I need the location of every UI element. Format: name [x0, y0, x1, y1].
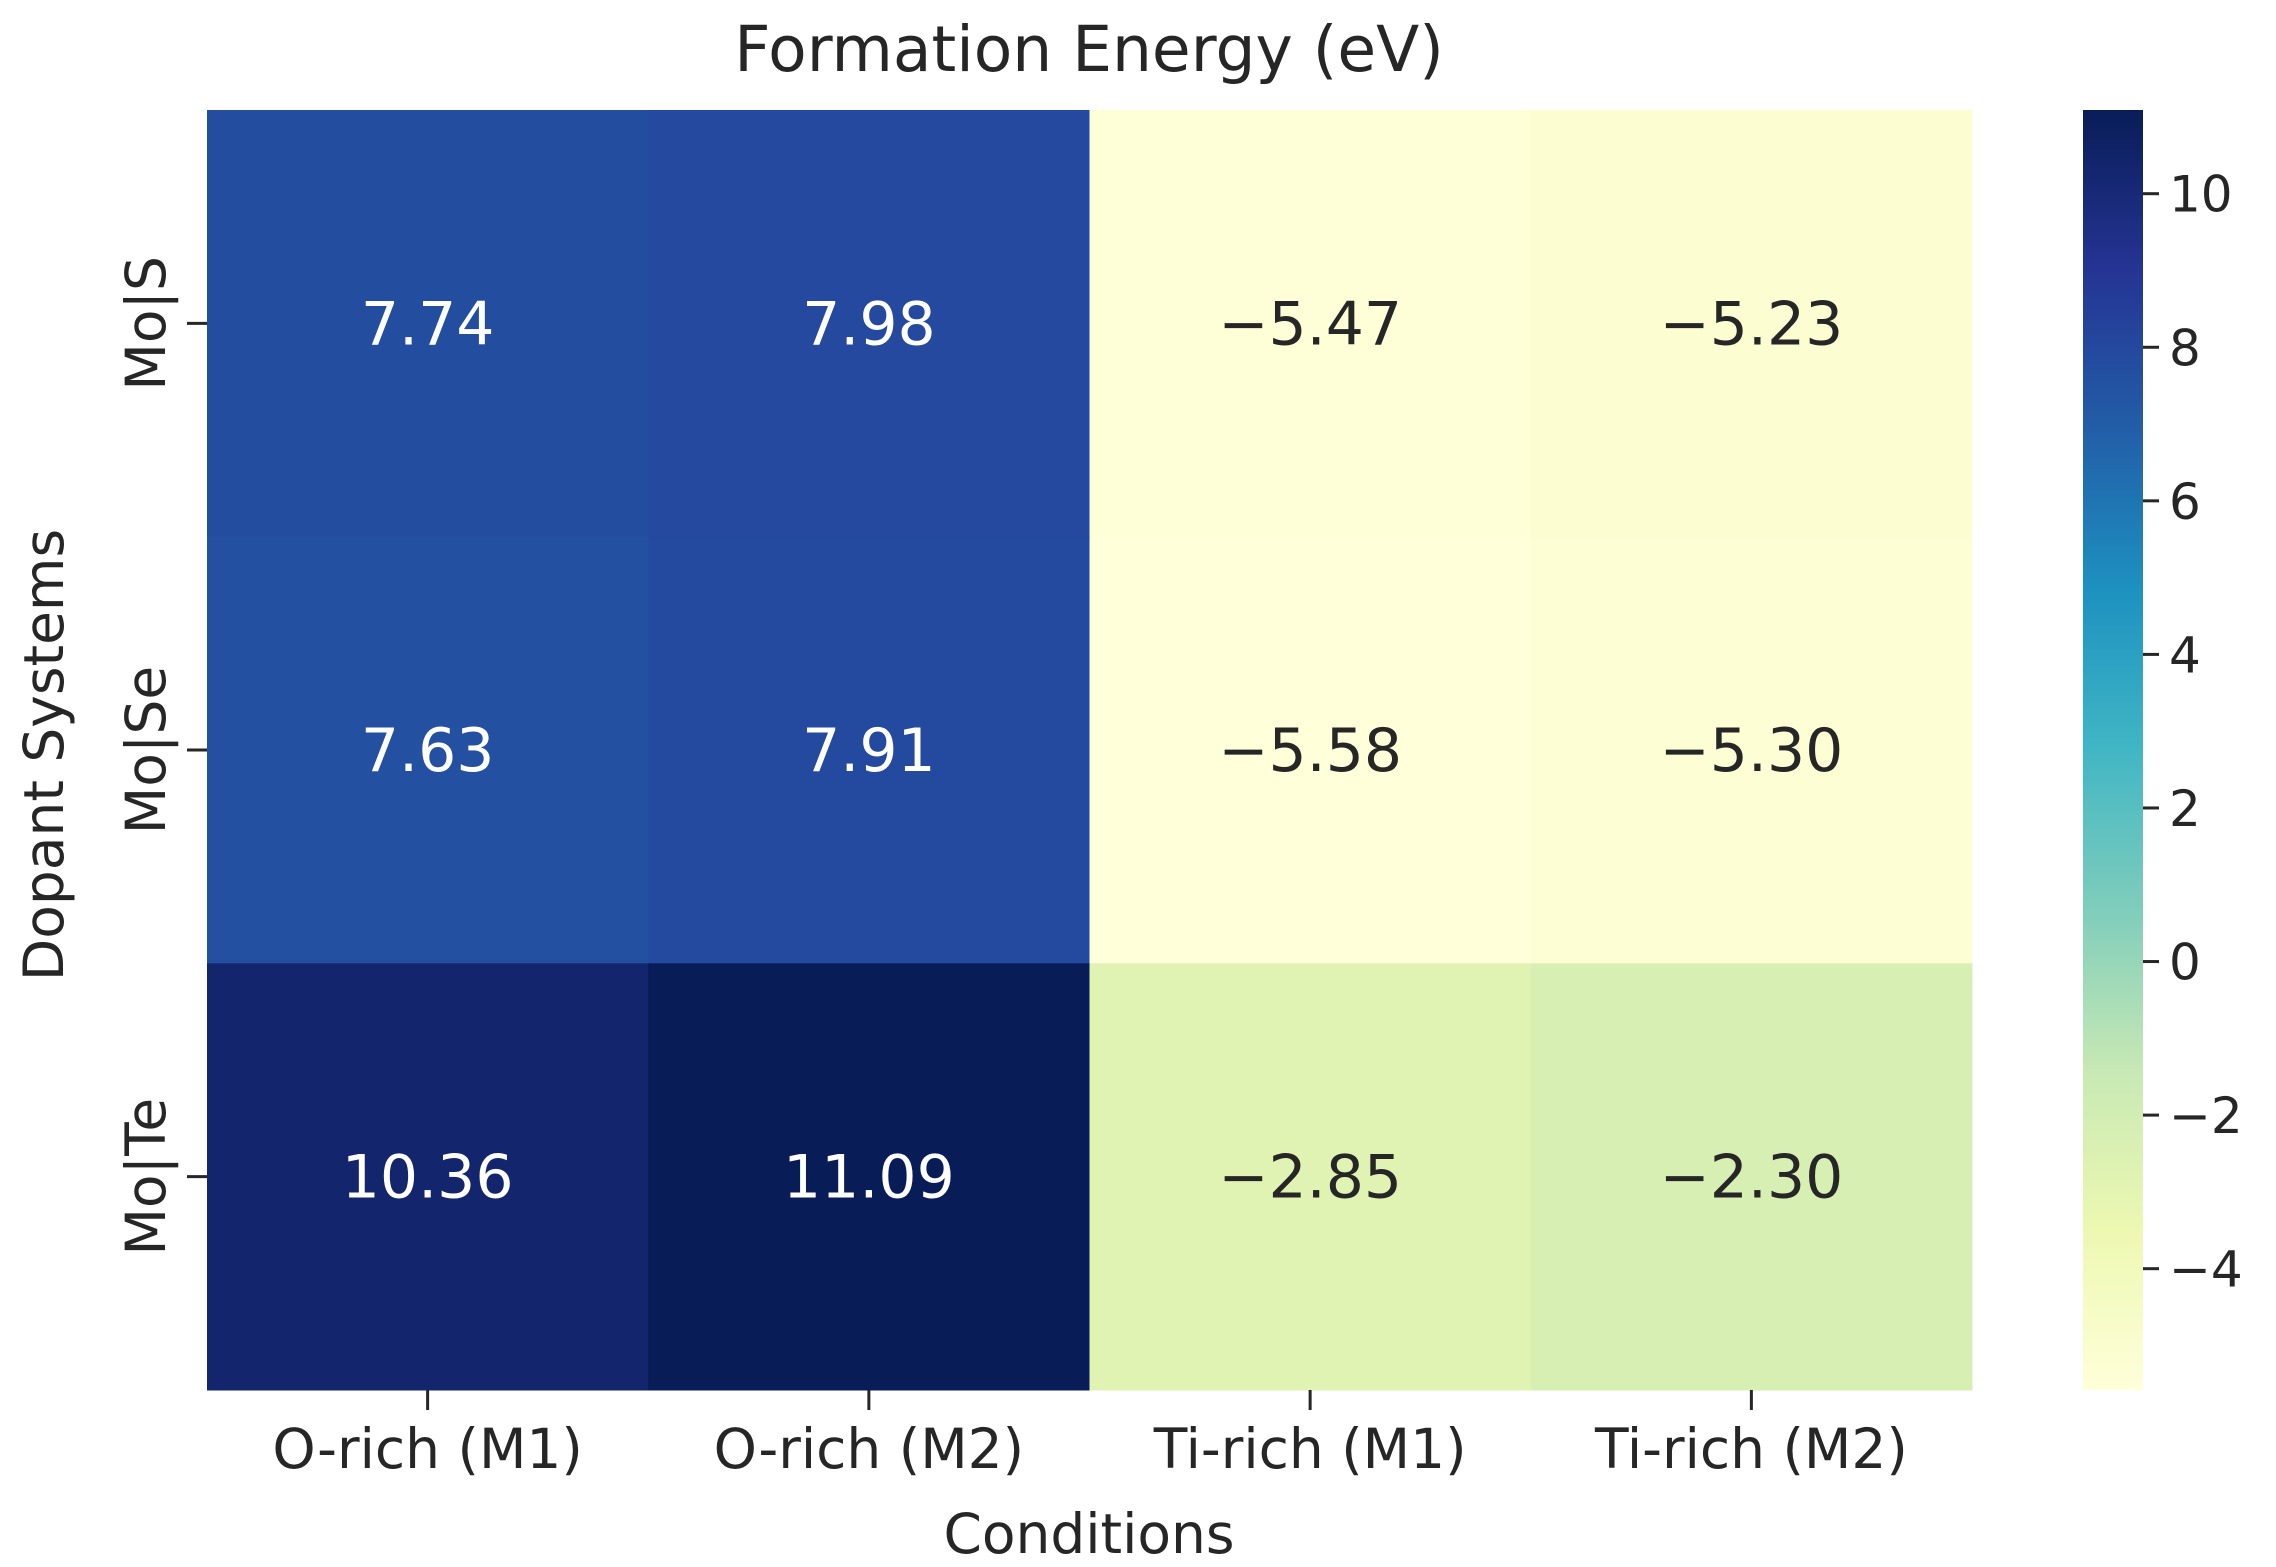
heatmap-cell [207, 963, 649, 1391]
heatmap-cell [648, 963, 1090, 1391]
cell-value-label: −5.47 [1218, 289, 1402, 359]
heatmap-cell [1530, 110, 1973, 538]
heatmap-cell [648, 536, 1090, 964]
y-tick-label: Mo|Se [114, 666, 179, 834]
colorbar-ticks: −4 −2 0 2 4 6 8 10 [2143, 166, 2243, 1299]
y-tick-label: Mo|Te [114, 1098, 179, 1256]
colorbar-tick-label: −4 [2169, 1241, 2243, 1299]
x-tick-label: Ti-rich (M2) [1594, 1417, 1908, 1481]
colorbar-tick-label: 0 [2169, 934, 2201, 992]
heatmap-cell [1089, 110, 1532, 538]
cell-value-label: −2.85 [1218, 1143, 1402, 1213]
x-axis-ticks: O-rich (M1) O-rich (M2) Ti-rich (M1) Ti-ric… [272, 1390, 1908, 1481]
heatmap-cell [1530, 963, 1973, 1391]
cell-value-label: 7.74 [361, 289, 495, 359]
cell-value-label: −2.30 [1659, 1143, 1843, 1213]
heatmap-cell [648, 110, 1090, 538]
cell-value-label: −5.58 [1218, 716, 1402, 786]
colorbar-tick-label: 10 [2169, 166, 2233, 224]
heatmap-cell [1089, 536, 1532, 964]
x-axis-label: Conditions [943, 1502, 1234, 1566]
heatmap-cells [207, 110, 1973, 1391]
chart-title: Formation Energy (eV) [734, 13, 1444, 86]
colorbar-tick-label: 2 [2169, 780, 2201, 838]
x-tick-label: O-rich (M2) [714, 1417, 1025, 1481]
colorbar-tick-label: 8 [2169, 319, 2201, 377]
y-tick-label: Mo|S [114, 256, 179, 391]
x-tick-label: Ti-rich (M1) [1153, 1417, 1467, 1481]
cell-value-label: 7.98 [802, 289, 936, 359]
heatmap-cell [207, 110, 649, 538]
colorbar-tick-label: 6 [2169, 473, 2201, 531]
colorbar-tick-label: 4 [2169, 626, 2201, 684]
colorbar-tick-label: −2 [2169, 1087, 2243, 1145]
x-tick-label: O-rich (M1) [272, 1417, 583, 1481]
y-axis-label: Dopant Systems [12, 529, 76, 981]
cell-value-label: −5.23 [1659, 289, 1843, 359]
cell-value-label: 10.36 [342, 1143, 514, 1213]
y-axis-ticks: Mo|S Mo|Se Mo|Te [114, 256, 207, 1256]
heatmap-cell [1089, 963, 1532, 1391]
cell-value-label: 11.09 [783, 1143, 955, 1213]
heatmap-cell [1530, 536, 1973, 964]
colorbar [2083, 110, 2143, 1390]
cell-value-label: −5.30 [1659, 716, 1843, 786]
heatmap-cell [207, 536, 649, 964]
cell-value-label: 7.63 [361, 716, 495, 786]
heatmap-cell-labels: 7.74 7.98 −5.47 −5.23 7.63 7.91 −5.58 −5.30 10.3… [342, 289, 1844, 1212]
cell-value-label: 7.91 [802, 716, 936, 786]
